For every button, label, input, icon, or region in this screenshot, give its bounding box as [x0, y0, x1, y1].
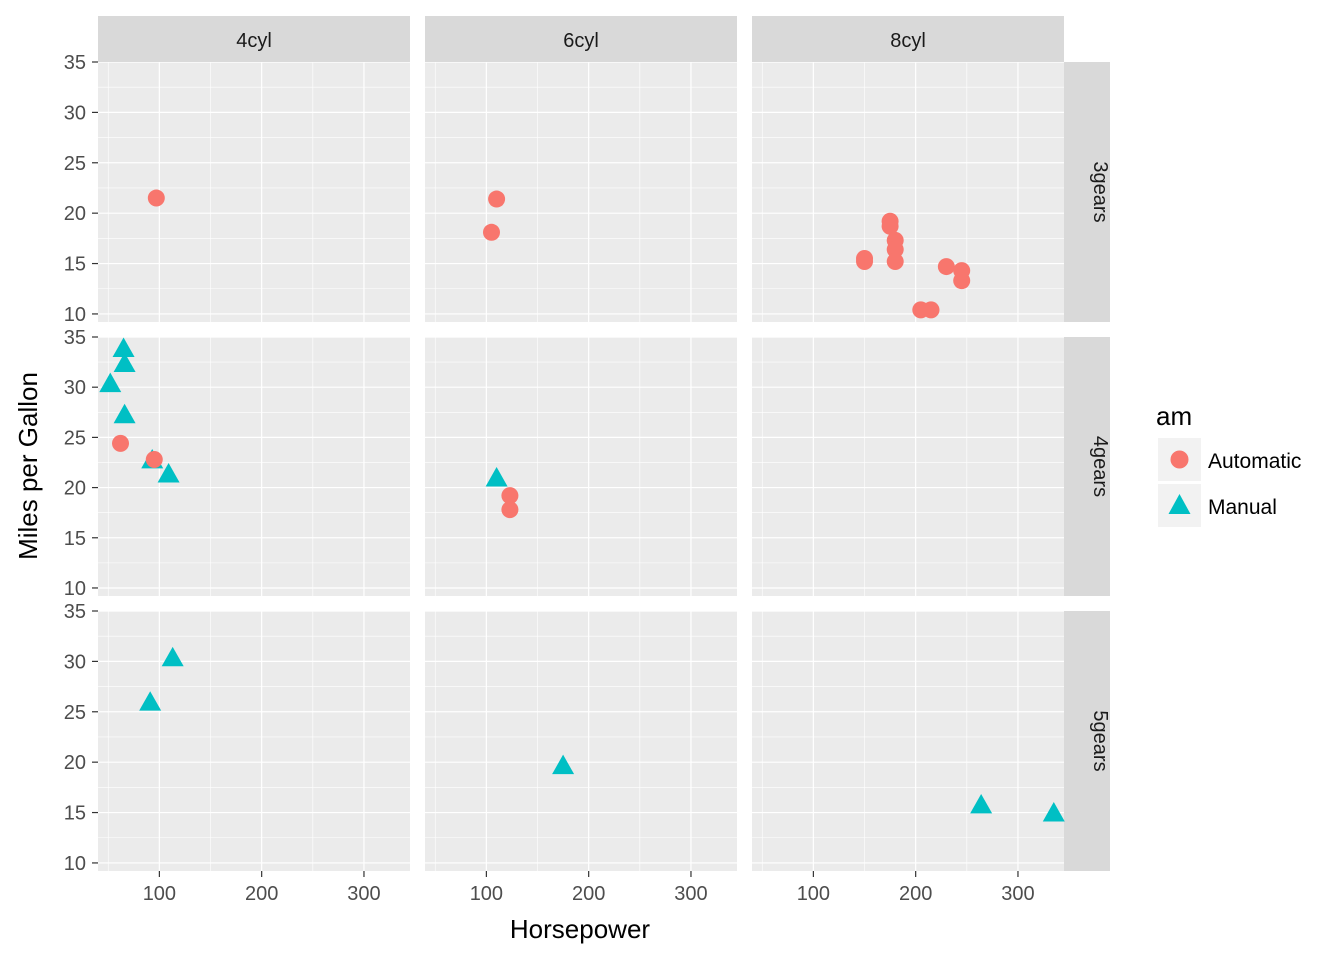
panel-8cyl-5gears — [752, 610, 1064, 871]
strip-label-3gears: 3gears — [1089, 161, 1111, 222]
strip-label-4gears: 4gears — [1089, 436, 1111, 497]
legend-label-automatic: Automatic — [1208, 450, 1301, 473]
y-tick-label: 30 — [64, 651, 86, 673]
y-tick-label: 20 — [64, 752, 86, 774]
strip-top-8cyl — [752, 16, 1064, 62]
strip-label-8cyl: 8cyl — [890, 30, 926, 52]
data-point-manual — [112, 337, 135, 357]
legend: am Automatic Manual — [1156, 401, 1301, 527]
x-tick-label: 300 — [1001, 883, 1034, 905]
y-tick-label: 15 — [64, 803, 86, 825]
panel-4cyl-3gears — [98, 61, 410, 322]
y-axis-title: Miles per Gallon — [13, 372, 43, 560]
y-tick-label: 20 — [64, 478, 86, 500]
data-points — [99, 189, 1065, 822]
data-point-manual — [113, 352, 136, 373]
data-point-manual — [161, 646, 184, 667]
data-point-automatic — [488, 190, 506, 208]
data-point-manual — [552, 754, 575, 775]
panel-background — [98, 611, 410, 871]
y-tick-label: 35 — [64, 601, 86, 623]
panel-background — [98, 62, 410, 322]
data-point-automatic — [881, 212, 899, 230]
data-point-manual — [157, 463, 180, 483]
data-point-automatic — [886, 240, 904, 258]
panel-background — [752, 337, 1064, 596]
data-point-automatic — [147, 189, 165, 207]
x-tick-label: 100 — [797, 883, 830, 905]
y-tick-label: 30 — [64, 102, 86, 124]
data-point-automatic — [886, 253, 904, 271]
x-tick-label: 300 — [347, 883, 380, 905]
y-tick-label: 15 — [64, 528, 86, 550]
panel-background — [425, 62, 737, 322]
strip-top-6cyl — [425, 16, 737, 62]
panel-8cyl-4gears — [752, 336, 1064, 596]
y-tick-label: 25 — [64, 427, 86, 449]
legend-label-manual: Manual — [1208, 496, 1277, 519]
y-tick-label: 35 — [64, 327, 86, 349]
data-point-automatic — [922, 301, 940, 319]
strip-label-5gears: 5gears — [1089, 710, 1111, 771]
strip-label-4cyl: 4cyl — [236, 30, 272, 52]
panel-4cyl-5gears — [98, 610, 410, 871]
data-point-manual — [113, 403, 136, 424]
data-point-automatic — [145, 450, 163, 468]
legend-title: am — [1156, 401, 1192, 431]
y-tick-label: 25 — [64, 702, 86, 724]
data-point-automatic — [112, 434, 130, 452]
data-point-manual — [1042, 802, 1065, 822]
facet-panels — [98, 61, 1064, 871]
panel-6cyl-5gears — [425, 610, 737, 871]
legend-key-manual — [1168, 494, 1191, 514]
panel-6cyl-4gears — [425, 336, 737, 596]
data-point-manual — [139, 691, 162, 711]
x-tick-label: 200 — [245, 883, 278, 905]
facet-strips: 4cyl 6cyl 8cyl 3gears 4gears 5gears — [98, 16, 1111, 871]
y-tick-label: 10 — [64, 853, 86, 875]
panel-6cyl-3gears — [425, 61, 737, 322]
data-point-automatic — [953, 272, 971, 290]
legend-key-automatic — [1170, 450, 1189, 469]
y-tick-label: 10 — [64, 578, 86, 600]
x-axis-title: Horsepower — [510, 914, 651, 944]
y-tick-label: 30 — [64, 377, 86, 399]
data-point-manual — [99, 372, 122, 393]
x-tick-label: 300 — [674, 883, 707, 905]
data-point-manual — [970, 793, 993, 814]
y-tick-label: 25 — [64, 153, 86, 175]
strip-top-4cyl — [98, 16, 410, 62]
x-tick-label: 200 — [572, 883, 605, 905]
strip-right-3gears — [1064, 62, 1110, 322]
panel-background — [425, 611, 737, 871]
data-point-automatic — [501, 501, 519, 519]
y-tick-label: 10 — [64, 304, 86, 326]
strip-label-6cyl: 6cyl — [563, 30, 599, 52]
data-point-manual — [485, 467, 508, 487]
strip-right-5gears — [1064, 611, 1110, 871]
x-tick-label: 100 — [143, 883, 176, 905]
data-point-automatic — [501, 487, 519, 505]
panel-background — [425, 337, 737, 596]
panel-8cyl-3gears — [752, 61, 1064, 322]
panel-background — [752, 611, 1064, 871]
x-tick-label: 100 — [470, 883, 503, 905]
x-tick-label: 200 — [899, 883, 932, 905]
y-tick-label: 35 — [64, 52, 86, 74]
y-tick-label: 20 — [64, 203, 86, 225]
data-point-automatic — [482, 223, 500, 241]
panel-background — [752, 62, 1064, 322]
strip-right-4gears — [1064, 337, 1110, 596]
data-point-automatic — [856, 253, 874, 271]
data-point-automatic — [937, 258, 955, 276]
y-tick-label: 15 — [64, 254, 86, 276]
